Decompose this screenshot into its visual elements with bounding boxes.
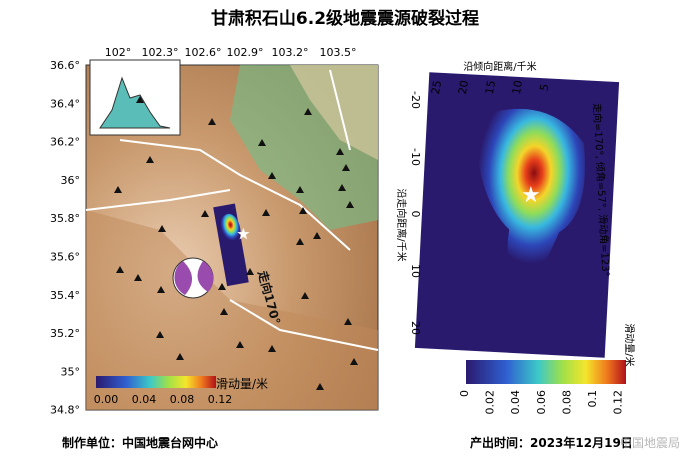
station — [304, 108, 312, 115]
station — [134, 274, 142, 281]
dip-tick: 10 — [510, 79, 525, 95]
station — [342, 164, 350, 171]
map-colorbar-label: 滑动量/米 — [216, 377, 268, 391]
slip-colorbar-tick: 0.12 — [612, 390, 625, 415]
title: 甘肃积石山6.2级地震震源破裂过程 — [211, 8, 479, 29]
station — [220, 308, 228, 315]
epicenter: ★ — [238, 227, 249, 241]
map: ★ — [85, 59, 379, 411]
station — [350, 358, 358, 365]
dip-axis-label: 沿倾向距离/千米 — [463, 60, 536, 73]
time: 产出时间：2023年12月19日 — [470, 435, 633, 450]
slip-colorbar-label: 滑动量/米 — [623, 323, 636, 366]
lat-tick: 36° — [61, 174, 81, 187]
station — [218, 283, 226, 290]
lat-tick: 35.2° — [50, 327, 80, 340]
strike-tick: -20 — [409, 91, 422, 109]
slip-colorbar-tick: 0.08 — [560, 390, 573, 415]
station — [146, 156, 154, 163]
station — [338, 184, 346, 191]
strike-tick: 20 — [409, 321, 422, 335]
slip-colorbar-tick: 0.06 — [535, 390, 548, 415]
lon-tick: 102.6° — [185, 46, 222, 59]
lat-tick: 36.6° — [50, 59, 80, 72]
map-colorbar — [96, 376, 216, 388]
station — [156, 331, 164, 338]
beachball-fill — [174, 261, 214, 295]
station — [258, 139, 266, 146]
plateau — [290, 65, 378, 160]
slip-model: ★ — [414, 72, 626, 384]
lat-tick: 34.8° — [50, 404, 80, 417]
lon-tick: 102.3° — [142, 46, 179, 59]
strike-tick: 0 — [409, 211, 422, 218]
lon-tick: 103.5° — [320, 46, 357, 59]
mountains — [86, 210, 378, 410]
station — [336, 148, 344, 155]
fault-slip — [220, 213, 241, 246]
station — [236, 341, 244, 348]
station — [296, 186, 304, 193]
station — [158, 225, 166, 232]
watermark: 中国地震局 — [620, 435, 680, 450]
slip-colorbar-tick: 0.04 — [509, 390, 522, 415]
map-colorbar-tick: 0.12 — [208, 393, 233, 406]
faults — [85, 69, 379, 351]
slip-patch — [475, 108, 585, 291]
lat-tick: 36.2° — [50, 136, 80, 149]
station — [268, 345, 276, 352]
map-colorbar-tick: 0.04 — [132, 393, 157, 406]
lat-tick: 35.8° — [50, 212, 80, 225]
slip-colorbar-tick: 0.1 — [586, 390, 599, 408]
lat-tick: 36.4° — [50, 97, 80, 110]
dip-tick: 5 — [538, 83, 552, 92]
lon-tick: 102.9° — [227, 46, 264, 59]
map-colorbar-tick: 0.00 — [94, 393, 119, 406]
producer: 制作单位：中国地震台网中心 — [62, 435, 218, 450]
station — [208, 118, 216, 125]
inset-curve — [99, 76, 171, 129]
slip-colorbar-tick: 0.02 — [484, 390, 497, 415]
station — [136, 96, 144, 103]
station — [296, 238, 304, 245]
lat-tick: 35.6° — [50, 251, 80, 264]
strike-tick: 10 — [409, 264, 422, 278]
station — [316, 383, 324, 390]
strike-axis-label: 沿走向距离/千米 — [395, 188, 408, 261]
station — [116, 266, 124, 273]
dip-tick: 20 — [456, 79, 471, 95]
slip-colorbar-tick: 0 — [458, 390, 471, 397]
station — [344, 318, 352, 325]
dip-tick: 25 — [429, 79, 444, 95]
station — [157, 286, 165, 293]
station — [262, 209, 270, 216]
map-colorbar-tick: 0.08 — [170, 393, 195, 406]
station — [114, 186, 122, 193]
lat-tick: 35° — [61, 365, 81, 378]
station — [346, 201, 354, 208]
hypocenter: ★ — [521, 183, 541, 208]
lon-tick: 102° — [105, 46, 132, 59]
fault-plane — [213, 203, 249, 287]
station — [176, 353, 184, 360]
strike-tick: -10 — [409, 148, 422, 166]
station — [246, 268, 254, 275]
lon-tick: 103.2° — [272, 46, 309, 59]
station — [313, 232, 321, 239]
lat-tick: 35.4° — [50, 289, 80, 302]
dip-tick: 15 — [483, 79, 498, 95]
station — [299, 207, 307, 214]
station — [301, 292, 309, 299]
station — [268, 172, 276, 179]
slip-colorbar — [466, 360, 626, 384]
station — [201, 210, 209, 217]
